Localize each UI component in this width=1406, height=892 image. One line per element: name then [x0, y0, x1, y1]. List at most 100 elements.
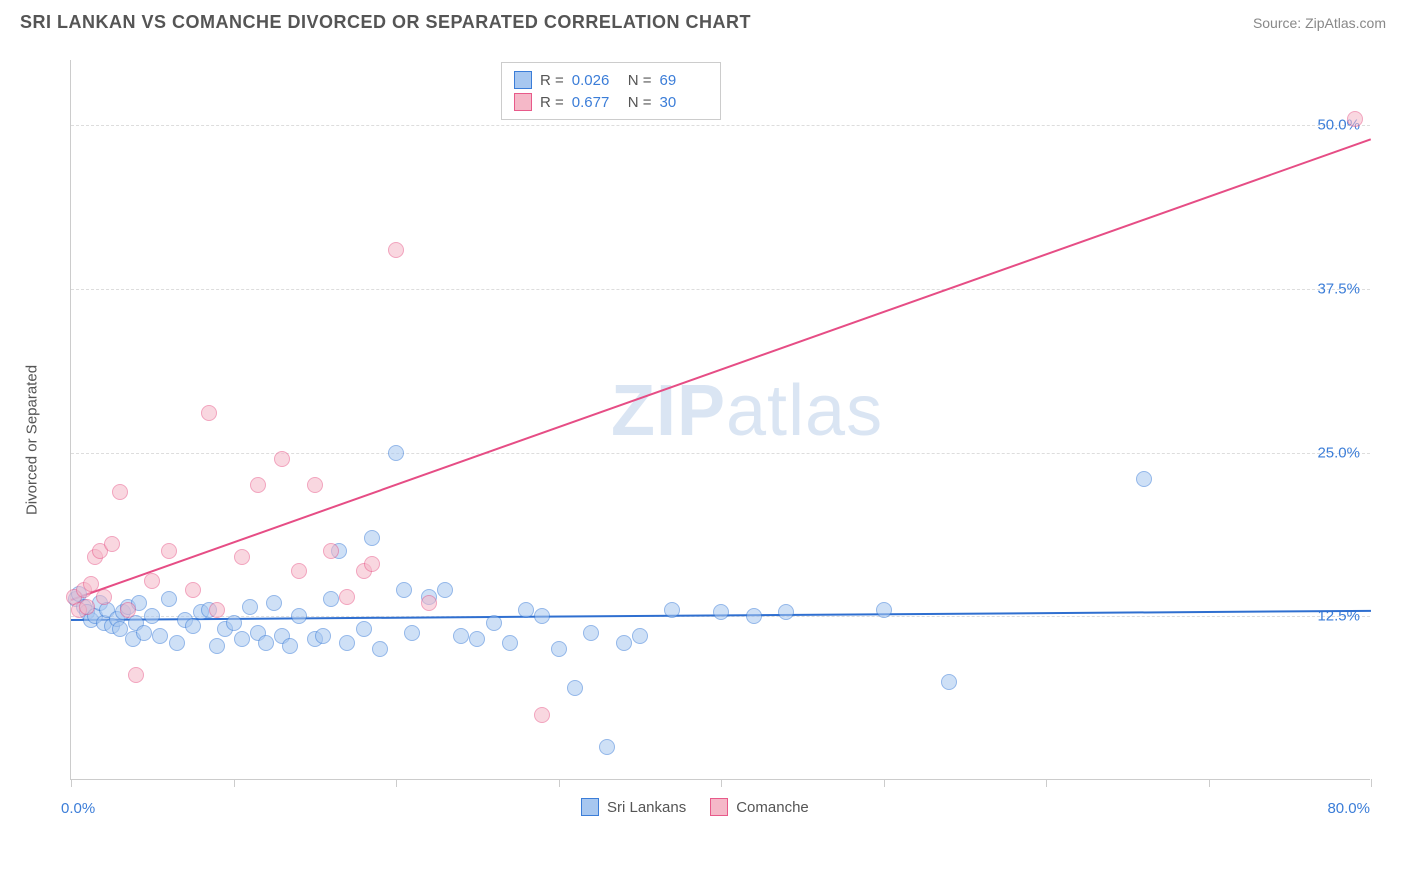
data-point — [486, 615, 502, 631]
data-point — [323, 591, 339, 607]
data-point — [567, 680, 583, 696]
data-point — [372, 641, 388, 657]
data-point — [421, 595, 437, 611]
y-tick-label: 37.5% — [1317, 281, 1360, 298]
data-point — [339, 589, 355, 605]
data-point — [551, 641, 567, 657]
data-point — [291, 608, 307, 624]
data-point — [437, 582, 453, 598]
x-tick — [1046, 779, 1047, 787]
data-point — [250, 477, 266, 493]
legend-label: Comanche — [736, 799, 809, 816]
data-point — [404, 625, 420, 641]
n-value: 69 — [660, 72, 708, 89]
data-point — [502, 635, 518, 651]
data-point — [388, 445, 404, 461]
data-point — [356, 621, 372, 637]
data-point — [534, 608, 550, 624]
gridline — [71, 289, 1370, 290]
data-point — [242, 599, 258, 615]
data-point — [104, 536, 120, 552]
data-point — [583, 625, 599, 641]
data-point — [941, 674, 957, 690]
data-point — [96, 589, 112, 605]
data-point — [1347, 111, 1363, 127]
data-point — [136, 625, 152, 641]
data-point — [616, 635, 632, 651]
data-point — [185, 582, 201, 598]
data-point — [388, 242, 404, 258]
n-label: N = — [628, 94, 652, 111]
gridline — [71, 125, 1370, 126]
data-point — [144, 608, 160, 624]
r-value: 0.026 — [572, 72, 620, 89]
legend: Sri Lankans Comanche — [581, 798, 809, 816]
y-tick-label: 25.0% — [1317, 444, 1360, 461]
x-tick — [721, 779, 722, 787]
data-point — [144, 573, 160, 589]
x-tick — [1209, 779, 1210, 787]
data-point — [234, 549, 250, 565]
data-point — [128, 667, 144, 683]
data-point — [274, 451, 290, 467]
data-point — [518, 602, 534, 618]
data-point — [323, 543, 339, 559]
data-point — [1136, 471, 1152, 487]
data-point — [209, 602, 225, 618]
plot-area: ZIPatlas 12.5%25.0%37.5%50.0%R =0.026N =… — [70, 60, 1370, 780]
data-point — [339, 635, 355, 651]
gridline — [71, 453, 1370, 454]
data-point — [876, 602, 892, 618]
x-tick — [71, 779, 72, 787]
data-point — [746, 608, 762, 624]
trend-line — [71, 139, 1372, 602]
data-point — [169, 635, 185, 651]
data-point — [315, 628, 331, 644]
data-point — [120, 602, 136, 618]
data-point — [664, 602, 680, 618]
data-point — [209, 638, 225, 654]
legend-swatch — [710, 798, 728, 816]
data-point — [364, 556, 380, 572]
data-point — [161, 543, 177, 559]
data-point — [112, 484, 128, 500]
source-label: Source: ZipAtlas.com — [1253, 15, 1386, 31]
legend-swatch — [514, 71, 532, 89]
stats-row: R = 0.026 N = 69 — [514, 69, 708, 91]
data-point — [234, 631, 250, 647]
data-point — [291, 563, 307, 579]
data-point — [282, 638, 298, 654]
r-value: 0.677 — [572, 94, 620, 111]
data-point — [364, 530, 380, 546]
r-label: R = — [540, 72, 564, 89]
x-tick — [884, 779, 885, 787]
data-point — [201, 405, 217, 421]
data-point — [453, 628, 469, 644]
x-tick — [559, 779, 560, 787]
data-point — [599, 739, 615, 755]
x-tick — [1371, 779, 1372, 787]
data-point — [258, 635, 274, 651]
data-point — [226, 615, 242, 631]
data-point — [469, 631, 485, 647]
data-point — [266, 595, 282, 611]
stats-box: R = 0.026 N = 69R = 0.677 N = 30 — [501, 62, 721, 120]
data-point — [83, 576, 99, 592]
data-point — [161, 591, 177, 607]
n-value: 30 — [660, 94, 708, 111]
stats-row: R =0.677N =30 — [514, 91, 708, 113]
n-label: N = — [628, 72, 652, 89]
legend-item: Sri Lankans — [581, 798, 686, 816]
data-point — [534, 707, 550, 723]
x-axis-min-label: 0.0% — [61, 800, 95, 817]
data-point — [713, 604, 729, 620]
data-point — [307, 477, 323, 493]
chart-container: Divorced or Separated ZIPatlas 12.5%25.0… — [50, 50, 1390, 830]
legend-swatch — [514, 93, 532, 111]
x-axis-max-label: 80.0% — [1327, 800, 1370, 817]
data-point — [632, 628, 648, 644]
data-point — [79, 599, 95, 615]
chart-title: SRI LANKAN VS COMANCHE DIVORCED OR SEPAR… — [20, 12, 751, 33]
legend-item: Comanche — [710, 798, 809, 816]
y-axis-label: Divorced or Separated — [24, 365, 41, 515]
